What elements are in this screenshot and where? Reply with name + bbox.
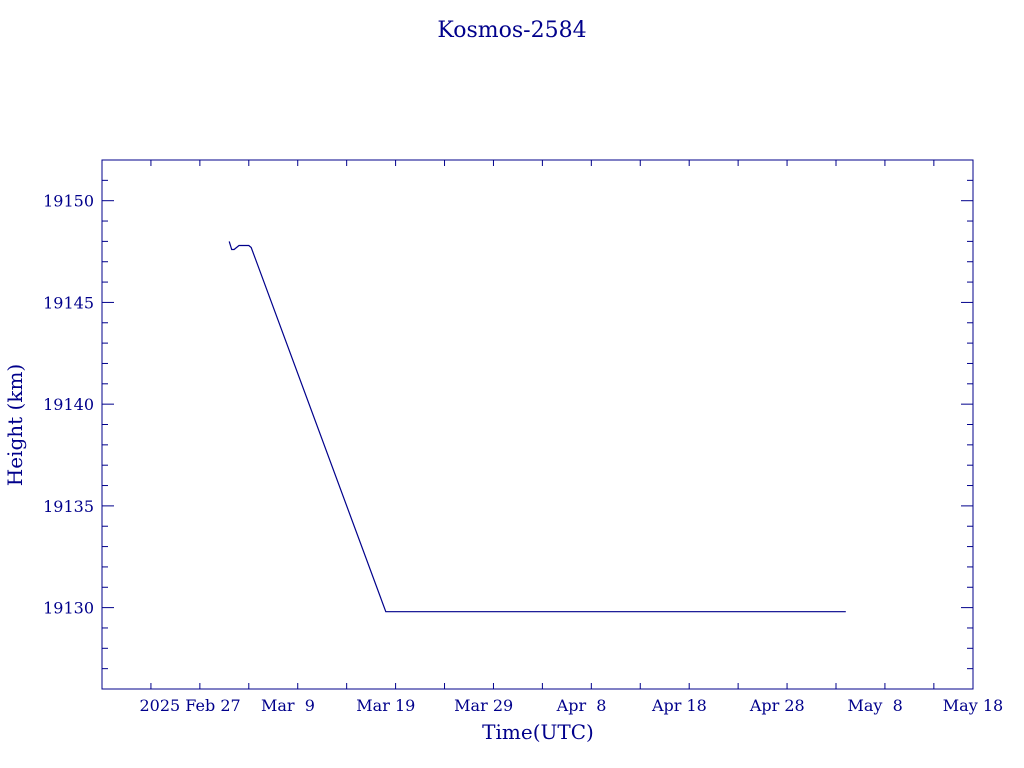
x-tick-label: Mar 29 [454, 696, 513, 715]
y-axis-ticks: 19130 19135 19140 19145 19150 [43, 159, 973, 690]
series-group [228, 241, 846, 613]
x-tick-label: May 18 [943, 696, 1003, 715]
x-tick-label: Apr 8 [556, 696, 607, 715]
x-tick-label: 2025 Feb 27 [139, 696, 240, 715]
x-tick-label: Mar 9 [261, 696, 315, 715]
plot-frame [101, 159, 974, 690]
x-tick-label: Mar 19 [356, 696, 415, 715]
x-tick-label: May 8 [847, 696, 902, 715]
x-axis-title: Time(UTC) [482, 720, 594, 744]
chart-title: Kosmos-2584 [437, 18, 586, 43]
y-tick-label: 19130 [43, 599, 94, 618]
x-tick-label: Apr 28 [749, 696, 805, 715]
y-tick-label: 19145 [43, 293, 94, 312]
y-tick-label: 19135 [43, 497, 94, 516]
y-axis-title: Height (km) [3, 364, 27, 486]
series-line-0 [228, 241, 846, 613]
y-tick-label: 19150 [43, 192, 94, 211]
x-axis-ticks: 2025 Feb 27 Mar 9 Mar 19 Mar 29 Apr 8 Apr 18 A… [101, 160, 1003, 715]
y-tick-label: 19140 [43, 395, 94, 414]
x-tick-label: Apr 18 [651, 696, 707, 715]
